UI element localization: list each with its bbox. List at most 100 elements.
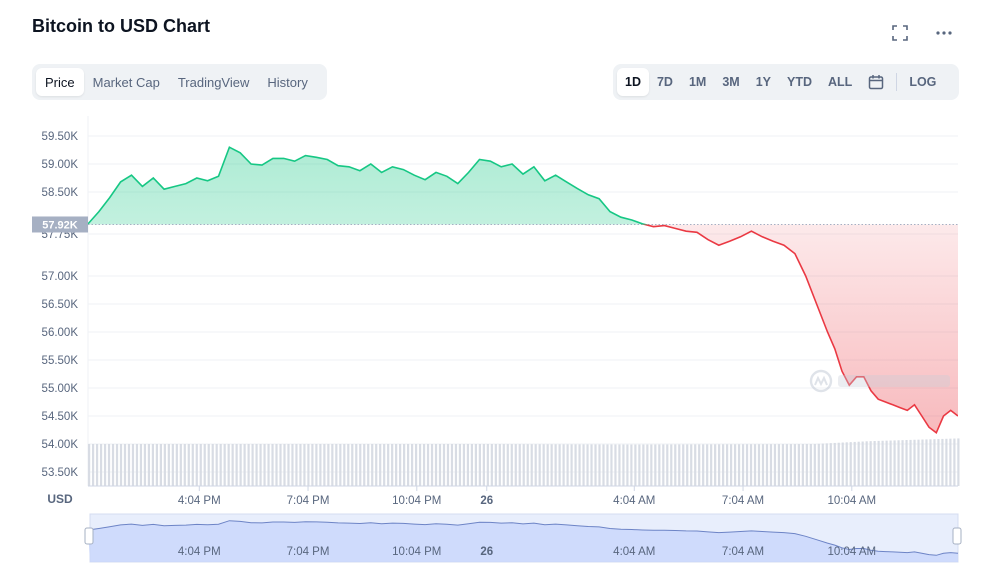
volume-bar: [223, 444, 226, 486]
navigator-tick-label: 4:04 PM: [178, 546, 221, 558]
range-ytd[interactable]: YTD: [787, 75, 813, 89]
volume-bar: [650, 444, 653, 486]
volume-bar: [698, 444, 701, 486]
volume-bar: [135, 444, 139, 486]
volume-bar: [626, 444, 629, 486]
volume-bar: [534, 444, 537, 486]
volume-bar: [542, 444, 545, 486]
range-1y[interactable]: 1Y: [755, 75, 772, 89]
volume-bar: [909, 439, 912, 486]
volume-bar: [99, 444, 103, 486]
volume-bar: [841, 442, 844, 486]
range-3m[interactable]: 3M: [722, 75, 740, 89]
navigator-tick-label: 26: [480, 546, 493, 558]
volume-bar: [937, 439, 940, 486]
volume-bar: [259, 444, 262, 486]
volume-bar: [526, 444, 529, 486]
x-tick-label: 26: [480, 495, 493, 507]
x-tick-label: 4:04 AM: [613, 495, 655, 507]
navigator-handle-right[interactable]: [952, 527, 962, 545]
tab-tradingview[interactable]: TradingView: [177, 74, 250, 90]
volume-bar: [821, 443, 824, 486]
calendar-icon[interactable]: [860, 68, 892, 96]
volume-bar: [462, 444, 466, 486]
volume-bar: [562, 444, 565, 486]
volume-bar: [347, 444, 350, 486]
log-toggle[interactable]: LOG: [909, 75, 937, 89]
navigator-tick-label: 10:04 PM: [392, 546, 441, 558]
volume-bar: [586, 444, 589, 486]
volume-bar: [949, 438, 952, 486]
volume-bar: [957, 438, 960, 486]
volume-bar: [618, 444, 621, 486]
volume-bar: [757, 444, 761, 486]
volume-bar: [335, 444, 338, 486]
volume-bar: [590, 444, 593, 486]
volume-bar: [506, 444, 509, 486]
fullscreen-icon[interactable]: [889, 22, 911, 44]
volume-bar: [215, 444, 218, 486]
volume-bar: [403, 444, 406, 486]
volume-bar: [582, 444, 585, 486]
range-1m[interactable]: 1M: [688, 75, 707, 89]
volume-bar: [438, 444, 442, 486]
x-tick-label: 10:04 PM: [392, 495, 441, 507]
tab-price[interactable]: Price: [36, 68, 84, 96]
volume-bar: [694, 444, 697, 486]
volume-bar: [251, 444, 254, 486]
volume-bar: [271, 444, 274, 486]
volume-bar: [88, 444, 91, 486]
y-tick-label: 56.50K: [42, 299, 79, 311]
y-tick-label: 59.50K: [42, 131, 79, 143]
volume-bar: [889, 440, 892, 486]
volume-bar: [279, 444, 282, 486]
volume-bar: [745, 444, 749, 486]
volume-bar: [239, 444, 242, 486]
range-7d[interactable]: 7D: [656, 75, 673, 89]
tab-market-cap[interactable]: Market Cap: [92, 74, 160, 90]
more-icon[interactable]: [933, 22, 955, 44]
volume-bar: [849, 442, 852, 486]
y-axis-unit-label: USD: [47, 492, 73, 506]
volume-bar: [546, 444, 549, 486]
volume-bar: [674, 444, 677, 486]
volume-bar: [925, 439, 928, 486]
volume-bar: [407, 444, 410, 486]
volume-bar: [295, 444, 298, 486]
volume-bar: [825, 443, 828, 486]
x-tick-label: 4:04 PM: [178, 495, 221, 507]
navigator-tick-label: 10:04 AM: [827, 546, 876, 558]
volume-bar: [718, 444, 721, 486]
volume-bar: [91, 444, 95, 486]
volume-bar: [610, 444, 613, 486]
volume-bar: [837, 442, 840, 486]
volume-bar: [566, 444, 569, 486]
y-tick-label: 54.00K: [42, 439, 79, 451]
volume-bar: [426, 444, 430, 486]
volume-bar: [690, 444, 693, 486]
volume-bar: [558, 444, 561, 486]
price-line-up: [88, 146, 649, 225]
range-all[interactable]: ALL: [828, 75, 853, 89]
volume-bar: [494, 444, 497, 486]
navigator-handle-left[interactable]: [84, 527, 94, 545]
volume-bar: [291, 444, 294, 486]
volume-bar: [917, 439, 920, 486]
volume-bar: [873, 441, 876, 486]
tab-history[interactable]: History: [267, 74, 308, 90]
volume-bar: [359, 444, 362, 486]
volume-bar: [530, 444, 533, 486]
volume-bar: [175, 444, 178, 486]
volume-bar: [95, 444, 99, 486]
volume-bar: [869, 441, 872, 486]
volume-bar: [714, 444, 717, 486]
volume-bar: [630, 444, 633, 486]
volume-bar: [570, 444, 573, 486]
range-1d[interactable]: 1D: [617, 68, 649, 96]
volume-bar: [638, 444, 641, 486]
volume-bar: [263, 444, 266, 486]
volume-bar: [913, 439, 916, 486]
volume-bar: [219, 444, 222, 486]
volume-bar: [195, 444, 198, 486]
